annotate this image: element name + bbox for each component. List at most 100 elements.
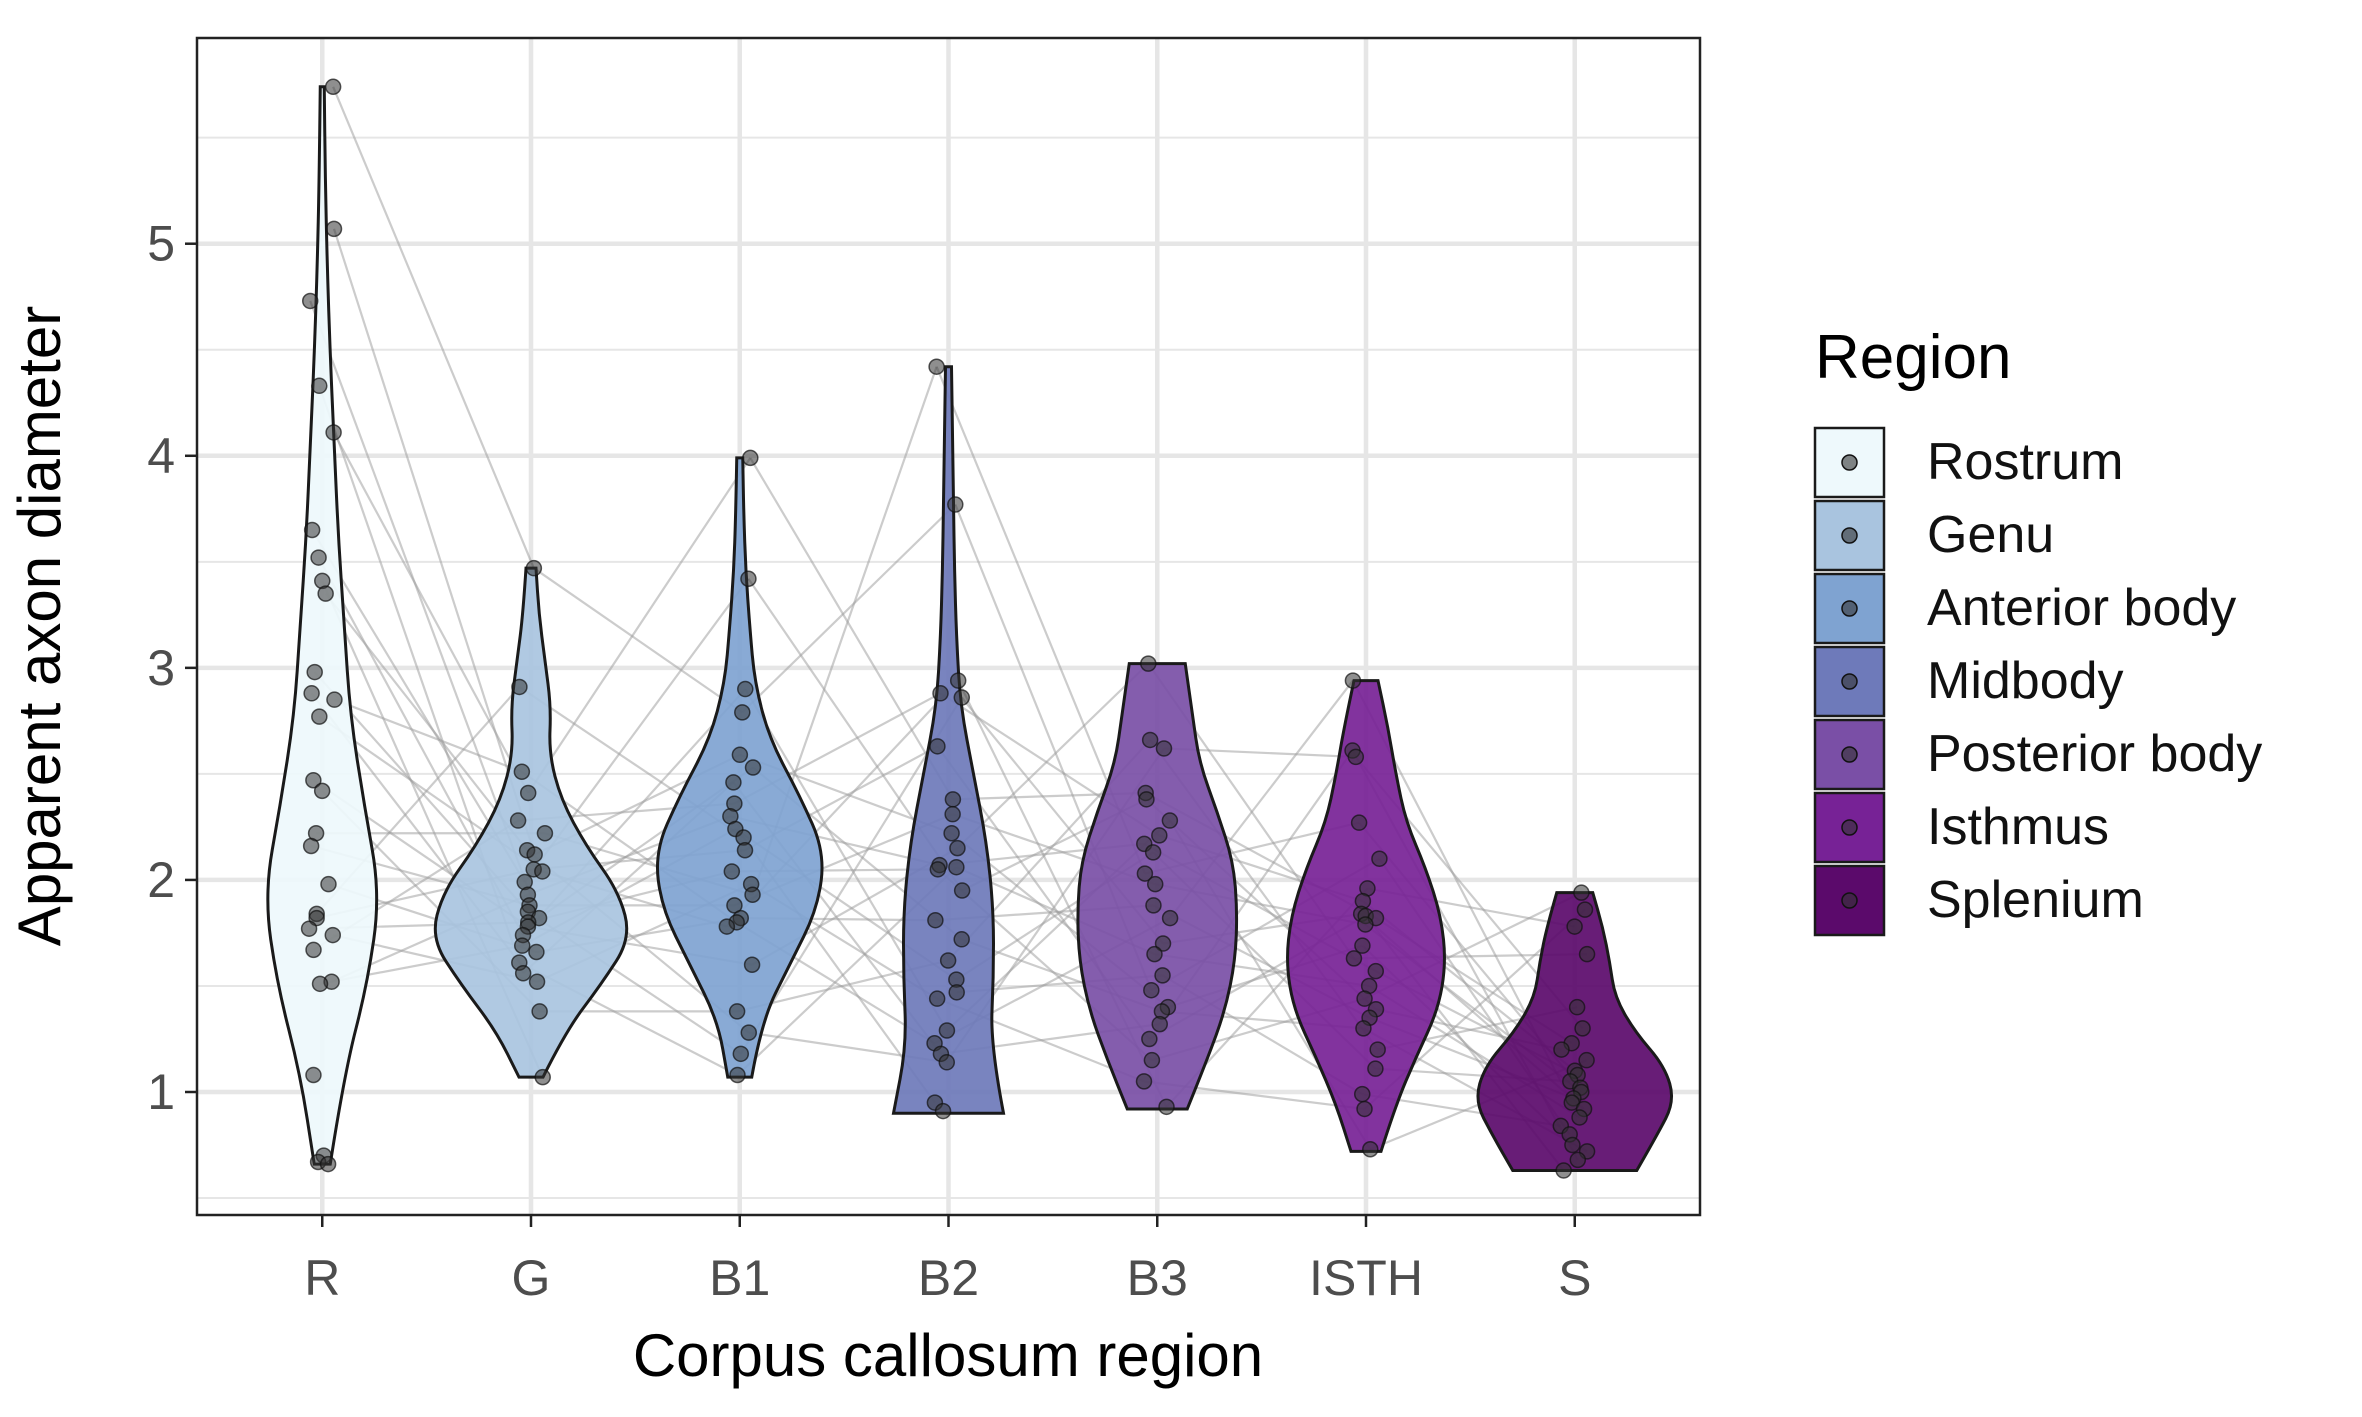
legend-title: Region	[1815, 323, 2011, 392]
data-point-g	[531, 1003, 548, 1020]
pair-line	[533, 567, 743, 714]
data-point-b3	[1161, 812, 1179, 829]
data-point-r	[313, 782, 331, 800]
legend-label-b3: Posterior body	[1927, 725, 2262, 783]
data-point-isth	[1350, 814, 1368, 831]
data-point-isth	[1355, 1020, 1372, 1037]
data-point-b3	[1144, 844, 1162, 861]
legend-key-point	[1841, 746, 1858, 763]
data-point-b3	[1151, 827, 1168, 844]
data-point-r	[317, 585, 334, 602]
data-point-b2	[948, 984, 965, 1001]
data-point-r	[311, 377, 328, 395]
violin-b1	[656, 456, 824, 1079]
violins	[266, 85, 1674, 1172]
data-point-r	[326, 691, 343, 708]
data-point-b1	[740, 1024, 758, 1041]
data-point-b2	[944, 805, 961, 823]
data-point-isth	[1353, 1085, 1371, 1103]
legend-key-point	[1841, 527, 1858, 544]
data-point-s	[1566, 918, 1583, 935]
data-point-r	[303, 521, 321, 539]
data-point-b3	[1151, 1015, 1168, 1033]
data-point-b1	[744, 759, 762, 776]
data-point-r	[305, 772, 322, 789]
pair-line	[956, 662, 1150, 849]
data-point-isth	[1345, 950, 1363, 967]
data-point-b2	[943, 825, 960, 842]
data-point-b2	[928, 990, 946, 1007]
data-point-b1	[743, 956, 761, 974]
data-point-s	[1569, 1151, 1587, 1169]
data-point-b1	[731, 746, 749, 764]
data-point-b3	[1141, 1030, 1158, 1048]
data-point-b2	[928, 358, 945, 375]
x-tick-label-g: G	[512, 1250, 551, 1306]
pair-line	[332, 86, 535, 569]
pair-line	[334, 698, 523, 773]
data-point-g	[513, 763, 531, 781]
data-point-isth	[1356, 990, 1373, 1007]
data-point-g	[511, 678, 528, 696]
data-point-b3	[1146, 945, 1163, 963]
data-point-r	[320, 875, 337, 893]
x-tick-label-r: R	[304, 1250, 340, 1306]
data-point-s	[1573, 884, 1590, 901]
data-point-b1	[732, 1045, 750, 1063]
pair-line	[324, 592, 529, 851]
x-tick-label-b1: B1	[709, 1250, 770, 1306]
data-point-b1	[736, 841, 754, 859]
data-point-b3	[1155, 740, 1173, 757]
legend-label-g: Genu	[1927, 506, 2054, 564]
data-point-isth	[1369, 1041, 1386, 1058]
data-point-b2	[944, 791, 962, 808]
legend-label-b2: Midbody	[1927, 652, 2124, 710]
legend-key-b1	[1813, 572, 1886, 645]
pair-line	[741, 503, 957, 714]
data-point-g	[525, 559, 543, 577]
data-point-b2	[949, 839, 966, 857]
legend: Region Rostrum Genu Anterior body Midbody Po…	[1813, 323, 2262, 937]
data-point-b1	[729, 1066, 746, 1084]
data-point-b3	[1140, 655, 1157, 672]
data-point-b2	[953, 689, 971, 706]
data-point-r	[310, 549, 327, 566]
x-tick-label-s: S	[1558, 1250, 1591, 1306]
data-point-b3	[1158, 1098, 1175, 1116]
data-point-b3	[1143, 1051, 1161, 1069]
data-point-isth	[1357, 916, 1374, 933]
data-point-b2	[929, 738, 946, 755]
data-point-b3	[1154, 935, 1172, 952]
x-axis: R G B1 B2 B3 ISTH S	[304, 1215, 1591, 1306]
violin-b2	[891, 365, 1006, 1115]
data-point-b2	[938, 1022, 956, 1039]
data-point-b2	[947, 496, 964, 513]
data-point-r	[306, 663, 323, 681]
data-point-g	[528, 943, 545, 961]
legend-key-point	[1841, 600, 1858, 617]
data-point-b2	[953, 931, 970, 948]
data-point-r	[302, 837, 320, 855]
data-point-b3	[1146, 875, 1164, 893]
data-point-r	[303, 685, 320, 702]
data-point-g	[528, 973, 546, 990]
y-tick-label: 3	[147, 640, 175, 696]
y-tick-label: 2	[147, 852, 175, 908]
x-axis-label: Corpus callosum region	[633, 1322, 1263, 1389]
data-point-b2	[953, 882, 971, 899]
y-tick-label: 5	[147, 216, 175, 272]
data-point-g	[519, 784, 537, 802]
data-point-s	[1564, 1136, 1581, 1154]
y-axis-label: Apparent axon diameter	[6, 306, 73, 946]
legend-label-b1: Anterior body	[1927, 579, 2236, 637]
legend-label-s: Splenium	[1927, 871, 2144, 929]
y-tick-label: 4	[147, 428, 175, 484]
y-axis: 1 2 3 4 5	[147, 216, 197, 1120]
data-point-b2	[934, 1102, 952, 1120]
data-point-b3	[1145, 897, 1162, 914]
data-point-isth	[1356, 1100, 1373, 1118]
data-point-b3	[1138, 791, 1155, 808]
data-point-r	[324, 926, 342, 944]
data-point-b3	[1141, 731, 1159, 749]
data-point-s	[1574, 1020, 1591, 1037]
